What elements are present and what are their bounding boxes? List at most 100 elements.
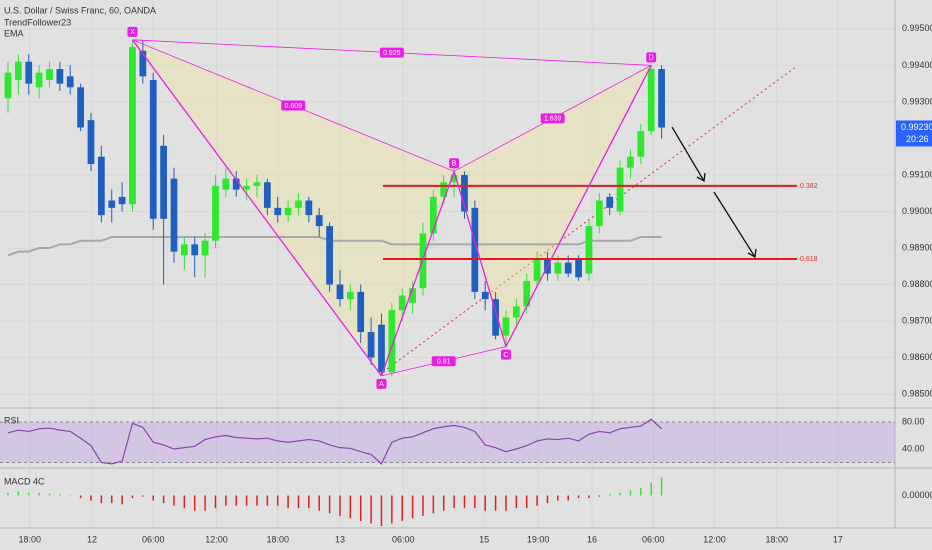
macd-bar (38, 492, 40, 496)
candle-body (149, 79, 157, 219)
candle-body (658, 69, 665, 128)
candle-body (25, 61, 33, 84)
pattern-leg (505, 65, 652, 347)
macd-bar (515, 495, 518, 509)
y-tick-label: 0.98500 (902, 388, 932, 398)
panel-title: RSI (4, 415, 19, 425)
arrow (713, 191, 756, 258)
macd-bar (183, 495, 186, 509)
x-tick-label: 18:00 (266, 534, 289, 544)
candle-body (118, 196, 126, 205)
rsi-band (0, 422, 895, 463)
macd-bar (505, 495, 507, 511)
candle-body (492, 299, 499, 336)
candle-body (336, 284, 344, 300)
ratio-label: 0.609 (285, 103, 303, 110)
macd-bar (142, 495, 144, 497)
candle-body (595, 200, 603, 227)
macd-bar (266, 495, 269, 506)
macd-bar (588, 495, 590, 498)
x-tick-label: 06:00 (642, 534, 665, 544)
macd-bar (214, 495, 217, 509)
x-tick-label: 12:00 (703, 534, 726, 544)
macd-bar (152, 495, 154, 501)
macd-bar (536, 495, 538, 506)
macd-bar (297, 495, 300, 509)
indicator-label: EMA (4, 28, 24, 38)
fib-level-label: 0.618 (800, 256, 818, 263)
ratio-box (281, 100, 306, 111)
pivot-box (376, 378, 387, 389)
pattern-leg (131, 39, 382, 377)
fib-level-label: 0.382 (800, 183, 818, 190)
candle-body (170, 178, 178, 252)
candle-body (512, 306, 520, 318)
candle-body (35, 72, 43, 88)
y-tick-label: 0.98900 (902, 242, 932, 252)
macd-bar (173, 495, 175, 506)
candle-body (409, 288, 416, 303)
macd-bar (391, 495, 393, 524)
x-tick-label: 13 (335, 534, 345, 544)
candle-body (647, 69, 655, 132)
y-tick-label: 0.99100 (902, 169, 932, 179)
macd-bar (608, 494, 611, 496)
candle-body (502, 317, 510, 336)
y-tick-label: 0.98800 (902, 279, 932, 289)
macd-bar (193, 495, 196, 511)
y-tick-label: 0.98700 (902, 315, 932, 325)
candle-body (263, 182, 271, 208)
y-tick-label: 0.99300 (902, 96, 932, 106)
rsi-line (7, 418, 662, 465)
x-tick-label: 18:00 (19, 534, 42, 544)
candle-body (295, 200, 302, 208)
candle-body (357, 291, 365, 333)
candle-body (606, 196, 614, 208)
arrow-head (747, 248, 757, 259)
arrow-head (696, 172, 706, 183)
ratio-label: 0.81 (437, 359, 451, 366)
candle-body (315, 215, 323, 227)
candle-body (471, 207, 479, 292)
pivot-label: D (649, 55, 654, 62)
macd-bar (432, 495, 435, 514)
x-tick-label: 16 (587, 534, 597, 544)
macd-bar (598, 495, 601, 497)
ratio-box (431, 356, 456, 367)
candle-body (253, 182, 261, 186)
candle-body (139, 50, 147, 77)
candle-body (305, 200, 313, 216)
candle-body (398, 295, 406, 311)
pattern-leg (453, 171, 507, 347)
x-tick-label: 12 (87, 534, 97, 544)
candle-body (564, 262, 572, 274)
pattern-fill (454, 65, 652, 347)
x-tick-label: 17 (833, 534, 843, 544)
last-price-label: 0.99230 (901, 122, 932, 132)
pivot-box (449, 158, 460, 169)
macd-bar (463, 495, 466, 509)
pivot-label: A (379, 381, 384, 388)
candle-body (191, 244, 199, 256)
pivot-box (646, 52, 657, 63)
macd-bar (359, 495, 362, 521)
x-tick-label: 15 (479, 534, 489, 544)
macd-bar (422, 495, 424, 516)
y-tick-label: 0.99000 (902, 206, 932, 216)
macd-bar (110, 495, 113, 504)
candle-body (637, 131, 645, 157)
macd-bar (121, 495, 123, 505)
ema-line (7, 236, 662, 257)
macd-bar (411, 495, 414, 519)
macd-bar (27, 492, 30, 496)
macd-bar (442, 495, 445, 511)
x-tick-label: 18:00 (765, 534, 788, 544)
pivot-label: B (452, 161, 457, 168)
macd-bar (474, 495, 476, 509)
macd-bar (308, 495, 310, 509)
pattern-leg (380, 171, 455, 377)
candle-body (346, 291, 354, 300)
candle-body (180, 244, 188, 256)
macd-bar (256, 495, 258, 506)
